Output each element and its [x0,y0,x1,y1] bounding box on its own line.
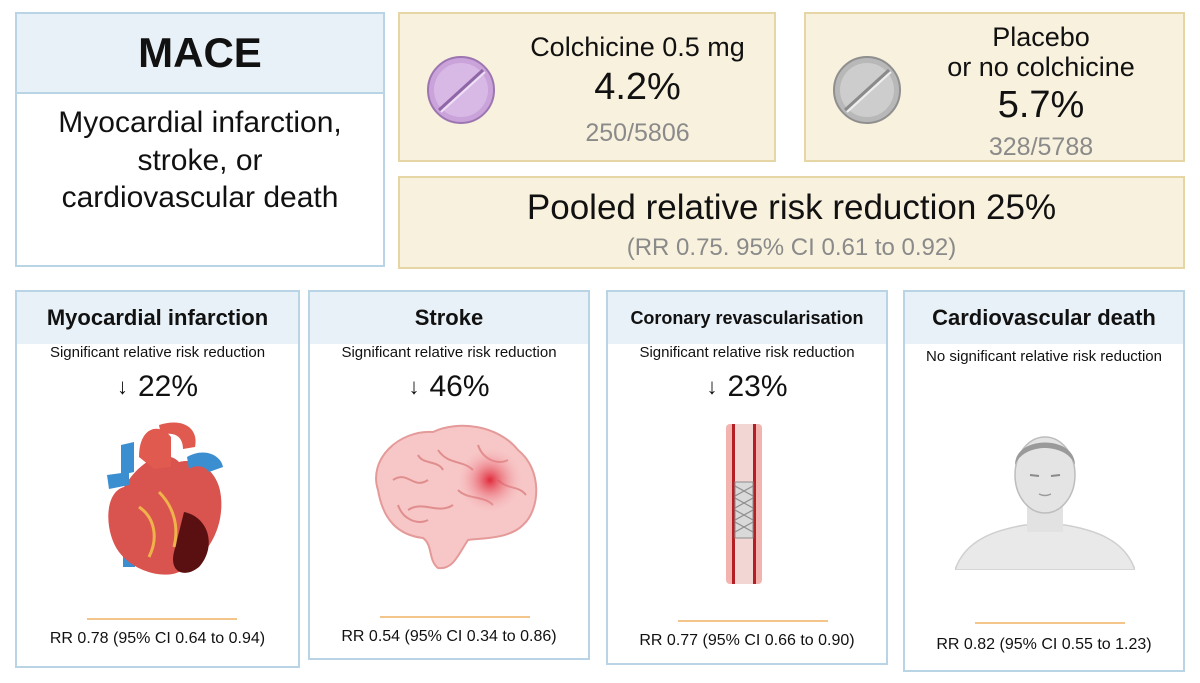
down-arrow-icon: ↓ [408,374,420,399]
placebo-box: Placebo or no colchicine 5.7% 328/5788 [804,12,1185,162]
divider [87,618,237,620]
outcome-significance: Significant relative risk reduction [639,344,855,361]
outcome-significance: Significant relative risk reduction [341,344,557,361]
outcome-card-stroke: Stroke Significant relative risk reducti… [308,290,590,660]
pooled-rrr: Pooled relative risk reduction 25% [526,188,1057,227]
outcome-rr: RR 0.54 (95% CI 0.34 to 0.86) [341,628,557,645]
person-icon [955,436,1135,570]
outcome-title: Coronary revascularisation [608,292,886,344]
outcome-rr: RR 0.77 (95% CI 0.66 to 0.90) [639,632,855,649]
outcome-significance: Significant relative risk reduction [49,344,266,361]
placebo-fraction: 328/5788 [988,133,1094,162]
stent-icon [726,424,762,584]
outcome-reduction: ↓ 22% [116,370,199,403]
colchicine-percent: 4.2% [594,66,681,109]
down-arrow-icon: ↓ [116,374,128,399]
colchicine-label: Colchicine 0.5 mg [530,32,745,62]
pooled-box: Pooled relative risk reduction 25% (RR 0… [398,176,1185,269]
outcome-title: Stroke [310,292,588,344]
colchicine-box: Colchicine 0.5 mg 4.2% 250/5806 [398,12,776,162]
colchicine-fraction: 250/5806 [585,119,690,148]
outcome-reduction: ↓ 23% [706,370,788,403]
brain-icon [375,424,538,570]
divider [380,616,530,618]
divider [678,620,828,622]
outcome-reduction: ↓ 46% [408,370,490,403]
purple-pill-icon [427,56,495,124]
outcome-card-coronary-revascularisation: Coronary revascularisation Significant r… [606,290,888,665]
outcome-rr: RR 0.78 (95% CI 0.64 to 0.94) [49,630,266,647]
gray-pill-icon [833,56,901,124]
outcome-rr: RR 0.82 (95% CI 0.55 to 1.23) [936,636,1152,653]
placebo-percent: 5.7% [997,84,1085,127]
outcome-title: Myocardial infarction [17,292,298,344]
placebo-label-line-2: or no colchicine [947,52,1135,83]
outcome-card-cardiovascular-death: Cardiovascular death No significant rela… [903,290,1185,672]
outcome-card-myocardial-infarction: Myocardial infarction Significant relati… [15,290,300,668]
outcome-significance: No significant relative risk reduction [926,348,1162,365]
down-arrow-icon: ↓ [706,374,718,399]
placebo-label-line-1: Placebo [992,22,1090,52]
pooled-ci: (RR 0.75. 95% CI 0.61 to 0.92) [626,234,957,261]
divider [975,622,1125,624]
mace-title: MACE [17,14,383,94]
mace-description: Myocardial infarction, stroke, or cardio… [58,106,342,214]
mace-box: MACE Myocardial infarction, stroke, or c… [15,12,385,267]
heart-icon [107,422,223,575]
outcome-title: Cardiovascular death [905,292,1183,344]
